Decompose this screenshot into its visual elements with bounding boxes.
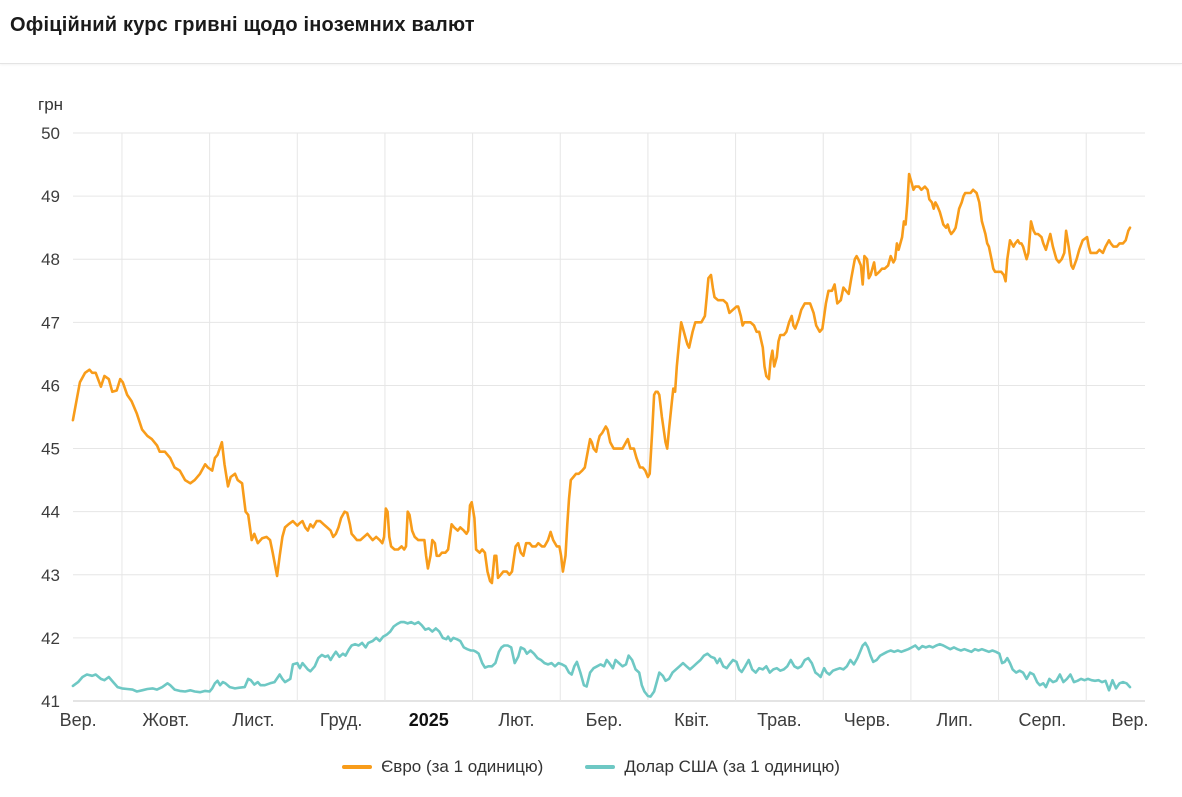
x-tick-label: Трав.: [757, 710, 802, 730]
x-tick-label: Квіт.: [674, 710, 709, 730]
x-tick-label: Вер.: [60, 710, 97, 730]
y-tick-label: 46: [41, 376, 60, 395]
chart-legend: Євро (за 1 одиницю) Долар США (за 1 одини…: [0, 736, 1182, 797]
page-title: Офіційний курс гривні щодо іноземних вал…: [10, 14, 475, 36]
x-tick-label: Лист.: [232, 710, 274, 730]
y-tick-label: 42: [41, 629, 60, 648]
x-tick-label: Черв.: [844, 710, 891, 730]
x-tick-label: Вер.: [1112, 710, 1149, 730]
legend-item-usd[interactable]: Долар США (за 1 одиницю): [585, 757, 840, 777]
y-tick-label: 48: [41, 250, 60, 269]
y-tick-label: 41: [41, 692, 60, 711]
y-axis-unit-label: грн: [38, 95, 63, 114]
x-tick-label: 2025: [409, 710, 449, 730]
exchange-rate-chart: грн 41 42 43 44 45 46 47 48 49 50 Вер. Жовт. Лист. Гру…: [0, 64, 1182, 736]
x-tick-label: Груд.: [320, 710, 362, 730]
y-tick-label: 44: [41, 503, 60, 522]
x-tick-label: Лют.: [498, 710, 534, 730]
x-tick-label: Бер.: [586, 710, 623, 730]
x-tick-label: Жовт.: [142, 710, 189, 730]
legend-label-usd: Долар США (за 1 одиницю): [624, 756, 840, 776]
y-tick-label: 47: [41, 313, 60, 332]
page-header: Офіційний курс гривні щодо іноземних вал…: [0, 0, 1182, 64]
euro-line[interactable]: [71, 172, 1132, 585]
legend-swatch-euro: [342, 764, 373, 769]
y-tick-label: 45: [41, 440, 60, 459]
x-tick-label: Лип.: [936, 710, 973, 730]
y-tick-label: 50: [41, 124, 60, 143]
usd-line[interactable]: [71, 620, 1132, 698]
x-tick-label: Серп.: [1018, 710, 1066, 730]
chart-svg[interactable]: грн 41 42 43 44 45 46 47 48 49 50 Вер. Жовт. Лист. Гру…: [0, 64, 1182, 736]
legend-label-euro: Євро (за 1 одиницю): [381, 756, 544, 776]
y-tick-label: 49: [41, 187, 60, 206]
legend-item-euro[interactable]: Євро (за 1 одиницю): [342, 757, 543, 777]
legend-swatch-usd: [585, 764, 616, 769]
y-tick-label: 43: [41, 566, 60, 585]
